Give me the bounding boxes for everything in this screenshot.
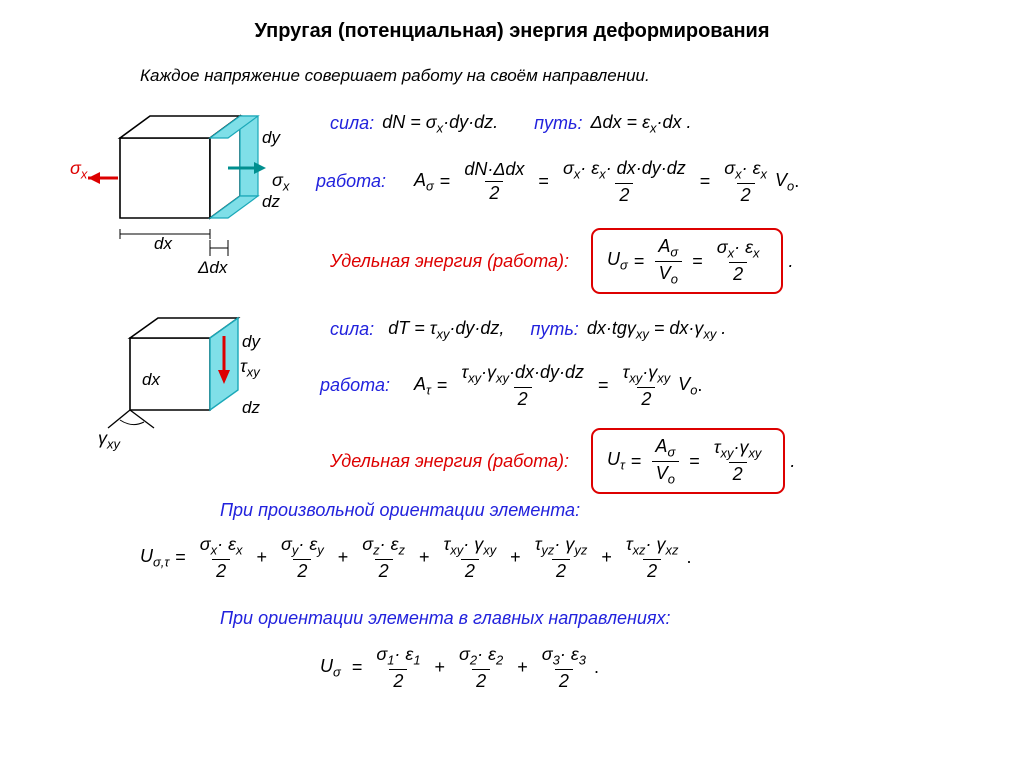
eq-dN-rhs: ·dy·dz.: [443, 112, 498, 132]
d2-dx: dx: [142, 370, 160, 390]
energy-term: σx· εx2: [196, 534, 247, 582]
label-put-2: путь:: [530, 319, 578, 340]
d1-sigma-left: σ: [70, 158, 81, 178]
eq-dxg-eq: = dx·: [654, 318, 695, 338]
eq-ddx-rhs: ·dx .: [657, 112, 692, 132]
frac-dNddx: dN·Δdx 2: [460, 159, 528, 204]
sigma-specific-energy-row: Удельная энергия (работа): Uσ= AσVo = σx…: [330, 228, 793, 294]
eq-dT-mid: ·dy·dz,: [449, 318, 504, 338]
label-udel-2: Удельная энергия (работа):: [330, 451, 569, 472]
tau-specific-energy-row: Удельная энергия (работа): Uτ= AσVo = τx…: [330, 428, 795, 494]
boxed-U-sigma: Uσ= AσVo = σx· εx2: [591, 228, 783, 294]
label-principal: При ориентации элемента в главных направ…: [220, 608, 671, 629]
d2-tau-sub: xy: [247, 365, 260, 380]
tau-force-path-row: сила: dT = τxy·dy·dz, путь: dx·tgγxy = d…: [330, 318, 726, 342]
d1-ddx: Δdx: [198, 258, 227, 278]
frac-tau-gamma-dxdydz: τxy·γxy·dx·dy·dz 2: [457, 362, 588, 410]
energy-term: τxz· γxz2: [622, 534, 683, 582]
energy-term: τyz· γyz2: [531, 534, 592, 582]
energy-term: σz· εz2: [358, 534, 409, 582]
principal-energy-sum: Uσ = σ1· ε12+σ2· ε22+σ3· ε32.: [320, 644, 599, 692]
diagram-shear-stress: dy τxy dz dx γxy: [100, 310, 300, 470]
sigma-force-path-row: сила: dN = σx·dy·dz. путь: Δdx = εx·dx .: [330, 112, 692, 136]
eq-dxtg: dx·tg: [587, 318, 627, 338]
frac-sigma-eps-dxdydz: σx· εx· dx·dy·dz 2: [559, 158, 690, 206]
eq-ddx: Δdx =: [590, 112, 637, 132]
label-rabota-1: работа:: [316, 171, 386, 192]
d1-sigma-right-sub: x: [283, 179, 289, 194]
label-sila-1: сила:: [330, 113, 374, 134]
d2-dz: dz: [242, 398, 260, 418]
d2-gamma: γ: [98, 428, 107, 448]
label-sila-2: сила:: [330, 319, 374, 340]
diagram-normal-stress: σx σx dy dz dx Δdx: [80, 108, 300, 278]
sigma-work-row: работа: Aσ= dN·Δdx 2 = σx· εx· dx·dy·dz …: [316, 158, 799, 206]
energy-term: τxy· γxy2: [440, 534, 501, 582]
d1-dx: dx: [154, 234, 172, 254]
d1-dz: dz: [262, 192, 280, 212]
full-energy-sum: Uσ,τ= σx· εx2+σy· εy2+σz· εz2+τxy· γxy2+…: [140, 534, 692, 582]
d1-sigma-left-sub: x: [81, 167, 87, 182]
frac-tau-gamma-over2: τxy·γxy 2: [619, 362, 675, 410]
d2-tau: τ: [240, 356, 247, 376]
label-arbitrary: При произвольной ориентации элемента:: [220, 500, 580, 521]
label-put-1: путь:: [534, 113, 582, 134]
eq-dT: dT =: [388, 318, 425, 338]
boxed-U-tau: Uτ= AσVo = τxy·γxy2: [591, 428, 785, 494]
d2-gamma-sub: xy: [107, 437, 120, 452]
energy-term: σ1· ε12: [372, 644, 424, 692]
page-title: Упругая (потенциальная) энергия деформир…: [0, 20, 1024, 43]
d2-dy: dy: [242, 332, 260, 352]
energy-term: σ3· ε32: [538, 644, 590, 692]
d1-sigma-right: σ: [272, 170, 283, 190]
page-subtitle: Каждое напряжение совершает работу на св…: [140, 66, 650, 86]
eq-dN: dN =: [382, 112, 421, 132]
label-rabota-2: работа:: [320, 375, 390, 396]
tau-work-row: работа: Aτ= τxy·γxy·dx·dy·dz 2 = τxy·γxy…: [320, 362, 702, 410]
energy-term: σ2· ε22: [455, 644, 507, 692]
label-udel-1: Удельная энергия (работа):: [330, 251, 569, 272]
energy-term: σy· εy2: [277, 534, 328, 582]
d1-dy: dy: [262, 128, 280, 148]
frac-sigma-eps-over2: σx· εx 2: [720, 158, 771, 206]
